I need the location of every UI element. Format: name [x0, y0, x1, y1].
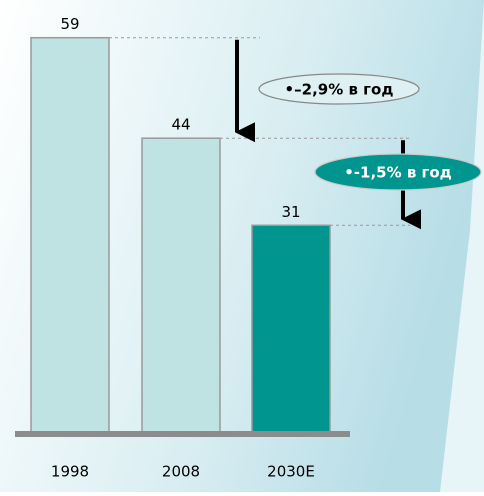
- annotation: •-1,5% в год: [344, 164, 452, 182]
- x-tick-label: 2008: [162, 463, 200, 481]
- background-edge: [440, 0, 484, 492]
- value-label: 59: [60, 15, 79, 33]
- bar: [251, 224, 331, 434]
- annotation-bubble: [314, 153, 482, 191]
- value-label: 44: [171, 116, 190, 134]
- x-tick-label: 1998: [51, 463, 89, 481]
- x-tick-label: 2030E: [267, 463, 315, 481]
- bar: [30, 36, 110, 434]
- baseline: [15, 431, 350, 437]
- bar: [141, 137, 221, 434]
- value-label: 31: [281, 203, 300, 221]
- annotation-bubble: [258, 73, 420, 105]
- annotation: •–2,9% в год: [285, 81, 394, 99]
